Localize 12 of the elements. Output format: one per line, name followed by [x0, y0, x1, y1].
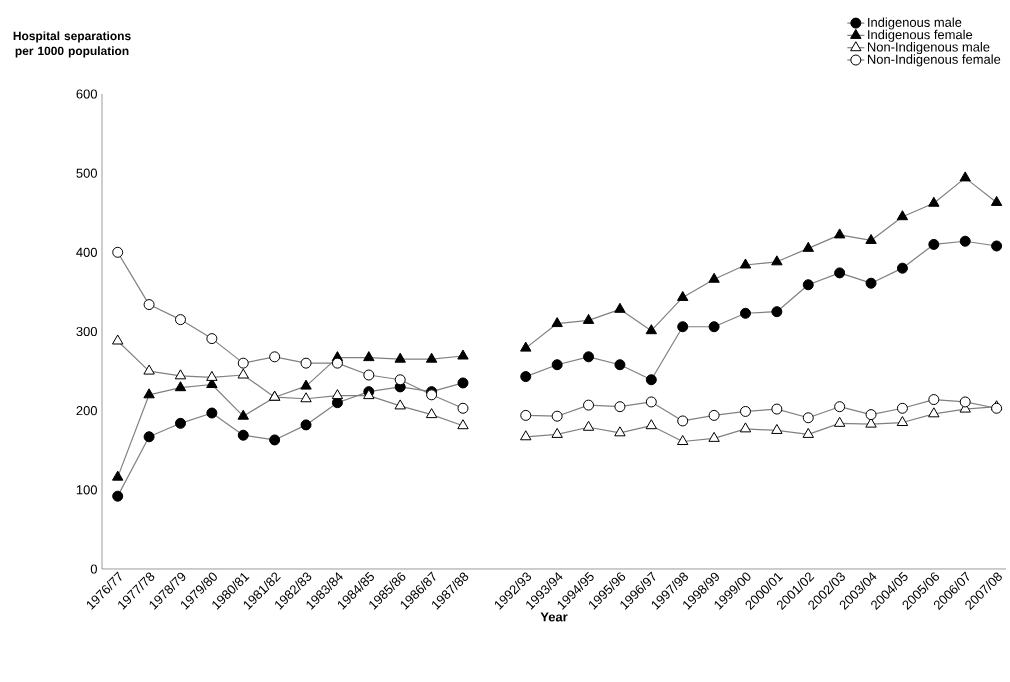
legend-label: Non-Indigenous female	[867, 54, 1001, 67]
legend-label: Indigenous female	[868, 29, 973, 42]
y-tick-label: 400	[76, 247, 97, 257]
y-tick-label: 500	[76, 168, 97, 178]
y-tick-label: 300	[76, 326, 97, 337]
x-axis-title: Year	[540, 612, 568, 622]
y-tick-label: 200	[76, 406, 97, 416]
y-tick-label: 600	[76, 89, 97, 99]
y-tick-label: 100	[76, 485, 97, 495]
legend-label: Indigenous male	[868, 17, 962, 30]
y-axis-title: Hospital separations per 1000 population	[13, 31, 131, 58]
legend-label: Non-Indigenous male	[867, 42, 990, 55]
